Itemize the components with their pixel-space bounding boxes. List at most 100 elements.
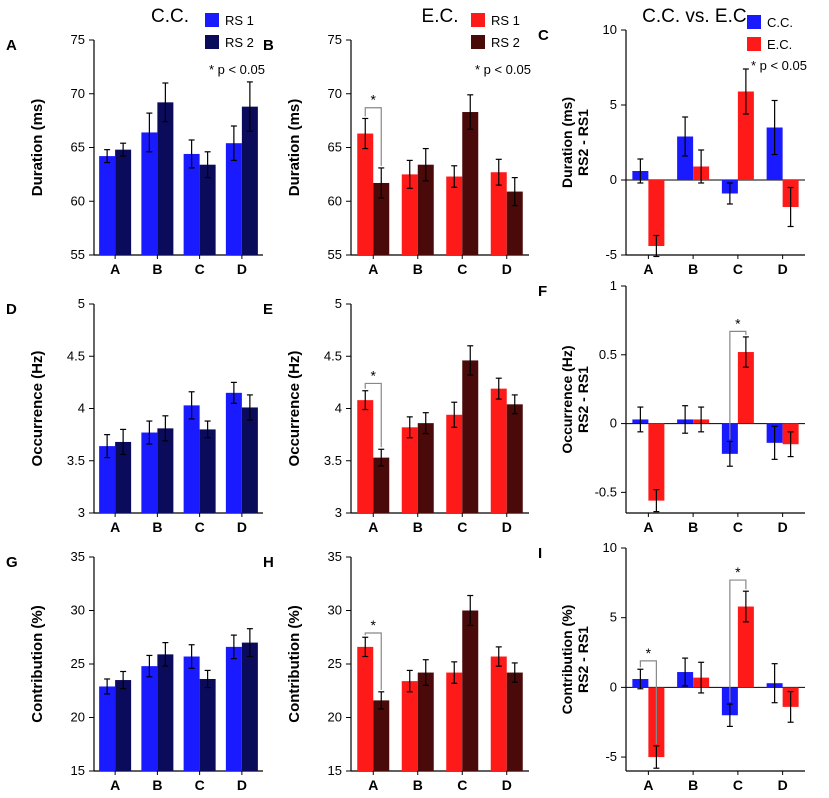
x-tick-label-a-1: B xyxy=(152,261,162,277)
bar-d-a-s1 xyxy=(99,446,116,513)
legend-label-c-1: E.C. xyxy=(767,37,792,52)
error-bar-f-a-s1 xyxy=(637,406,644,433)
y-tick-label-h-1: 20 xyxy=(328,710,342,725)
x-tick-label-b-0: A xyxy=(368,261,378,277)
bar-e-b-s2 xyxy=(417,423,434,513)
error-bar-c-d-s1 xyxy=(771,99,778,156)
y-tick-label-h-4: 35 xyxy=(328,549,342,564)
error-bar-c-c-s1 xyxy=(726,182,733,205)
bar-d-c-s1 xyxy=(183,405,200,513)
sig-bracket-h-0 xyxy=(364,632,382,690)
panel-label-a: A xyxy=(6,37,17,54)
error-bar-e-c-s1 xyxy=(451,401,458,428)
bar-a-a-s1 xyxy=(99,156,116,255)
error-bar-f-b-s1 xyxy=(682,405,689,434)
error-bar-a-a-s2 xyxy=(120,142,127,157)
error-bar-g-c-s1 xyxy=(188,644,195,669)
x-tick-label-i-2: C xyxy=(733,777,743,793)
y-tick-label-g-0: 15 xyxy=(71,763,85,778)
y-tick-label-d-2: 4 xyxy=(78,401,85,416)
error-bar-g-c-s2 xyxy=(204,669,211,689)
panel-g: G Contribution (%) 15 20 25 30 35 A B C D xyxy=(6,549,263,793)
bar-h-c-s1 xyxy=(446,672,463,771)
panel-label-i: I xyxy=(538,545,542,562)
bar-d-b-s1 xyxy=(141,432,158,513)
y-tick-label-i-3: 10 xyxy=(603,540,617,555)
y-tick-label-f-1: 0 xyxy=(610,416,617,431)
error-bar-b-d-s1 xyxy=(495,158,502,186)
y-axis-label-g: Contribution (%) xyxy=(29,605,46,722)
error-bar-h-c-s1 xyxy=(451,661,458,684)
bar-h-c-s2 xyxy=(462,610,479,771)
legend-swatch-b-1 xyxy=(471,35,485,49)
y-tick-label-c-1: 0 xyxy=(610,172,617,187)
error-bar-i-b-s1 xyxy=(682,657,689,687)
y-tick-label-h-3: 30 xyxy=(328,603,342,618)
error-bar-d-a-s1 xyxy=(104,434,111,459)
panel-c: C Duration (ms) RS2 - RS1 -5 0 5 10 A B C D C.C. E.C… xyxy=(538,15,807,277)
error-bar-e-c-s2 xyxy=(467,345,474,376)
bar-a-d-s1 xyxy=(225,143,242,255)
x-tick-label-f-1: B xyxy=(688,519,698,535)
panel-d: D Occurrence (Hz) 3 3.5 4 4.5 5 A B C D xyxy=(6,296,263,535)
bar-b-b-s1 xyxy=(401,174,418,255)
y-tick-label-e-4: 5 xyxy=(335,296,342,311)
sig-bracket-e-0 xyxy=(364,382,382,448)
panel-h: H Contribution (%) 15 20 25 30 35 A B C D * xyxy=(263,549,529,793)
y-tick-label-e-2: 4 xyxy=(335,401,342,416)
error-bar-a-d-s2 xyxy=(246,81,253,132)
y-tick-label-a-0: 55 xyxy=(71,247,85,262)
y-axis-label-i-2: RS2 - RS1 xyxy=(575,626,591,693)
legend-swatch-c-1 xyxy=(747,37,761,51)
error-bar-g-b-s2 xyxy=(162,641,169,667)
y-tick-label-a-3: 70 xyxy=(71,86,85,101)
x-tick-label-a-2: C xyxy=(195,261,205,277)
y-tick-label-c-0: -5 xyxy=(605,247,617,262)
error-bar-b-c-s2 xyxy=(467,94,474,130)
panel-b: B Duration (ms) 55 60 65 70 75 A B C D * RS 1 RS 2 * p… xyxy=(263,13,531,277)
x-tick-label-d-1: B xyxy=(152,519,162,535)
x-tick-label-d-3: D xyxy=(237,519,247,535)
y-axis-label-a: Duration (ms) xyxy=(29,99,46,197)
y-tick-label-b-3: 70 xyxy=(328,86,342,101)
error-bar-f-d-s1 xyxy=(771,425,778,460)
y-axis-label-b: Duration (ms) xyxy=(286,99,303,197)
sig-star-f-0: * xyxy=(735,315,741,331)
bar-g-d-s1 xyxy=(225,646,242,771)
bar-b-a-s2 xyxy=(373,182,390,255)
sig-star-i-1: * xyxy=(735,564,741,580)
legend-label-b-0: RS 1 xyxy=(491,13,520,28)
sig-note-a: * p < 0.05 xyxy=(209,62,265,77)
error-bar-i-c-s2 xyxy=(742,590,749,623)
sig-note-b: * p < 0.05 xyxy=(475,62,531,77)
error-bar-i-d-s1 xyxy=(771,663,778,704)
y-tick-label-a-1: 60 xyxy=(71,193,85,208)
x-tick-label-h-0: A xyxy=(368,777,378,793)
x-tick-label-g-0: A xyxy=(110,777,120,793)
error-bar-c-b-s2 xyxy=(698,149,705,184)
error-bar-i-a-s2 xyxy=(653,745,660,769)
bar-d-c-s2 xyxy=(199,429,216,513)
bar-a-b-s1 xyxy=(141,132,158,255)
panel-e: E Occurrence (Hz) 3 3.5 4 4.5 5 A B C D * xyxy=(263,296,529,535)
y-tick-label-f-0: -0.5 xyxy=(595,484,617,499)
y-axis-label-i-1: Contribution (%) xyxy=(559,605,575,715)
error-bar-e-b-s2 xyxy=(422,412,429,435)
y-tick-label-i-0: -5 xyxy=(605,749,617,764)
error-bar-h-b-s2 xyxy=(422,659,429,687)
error-bar-e-d-s2 xyxy=(511,394,518,415)
bar-h-b-s2 xyxy=(417,672,434,771)
bar-g-a-s2 xyxy=(115,680,132,771)
error-bar-h-d-s1 xyxy=(495,646,502,667)
x-tick-label-h-2: C xyxy=(457,777,467,793)
panel-i: I Contribution (%) RS2 - RS1 -5 0 5 10 A B C D * * xyxy=(538,540,805,793)
bar-h-d-s2 xyxy=(506,672,523,771)
error-bar-f-b-s2 xyxy=(698,406,705,433)
x-tick-label-f-0: A xyxy=(643,519,653,535)
sig-note-c: * p < 0.05 xyxy=(751,58,807,73)
sig-star-b-0: * xyxy=(371,92,377,108)
panel-label-b: B xyxy=(263,37,274,54)
x-tick-label-g-2: C xyxy=(195,777,205,793)
y-tick-label-i-1: 0 xyxy=(610,679,617,694)
